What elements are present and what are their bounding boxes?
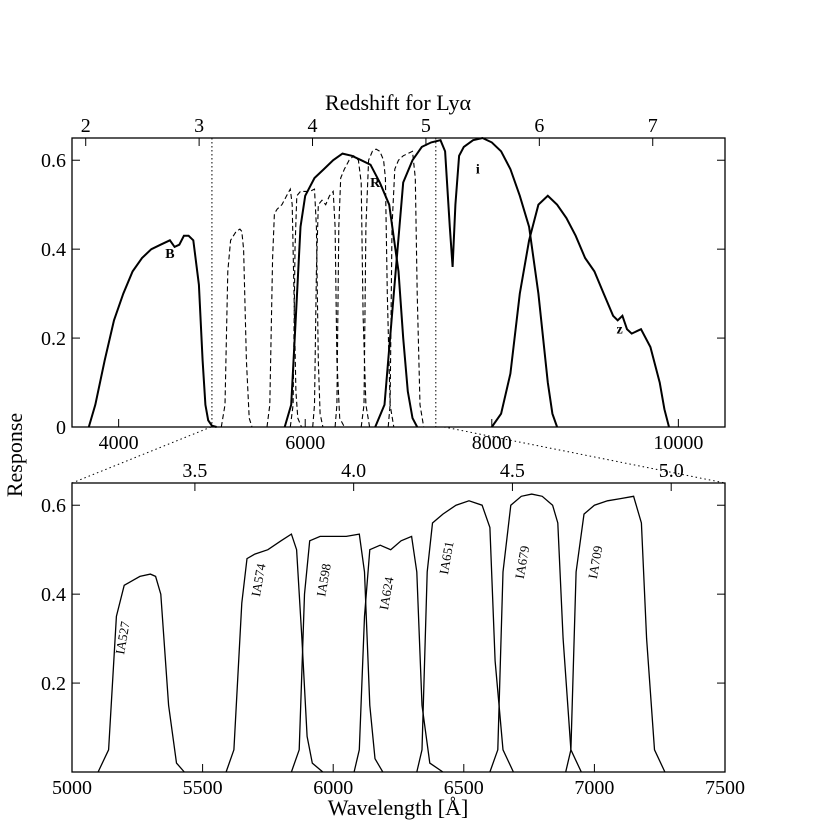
filter-curve-i	[374, 136, 559, 428]
filter-curve-B	[87, 234, 217, 428]
top-axis-label: Redshift for Lyα	[325, 90, 471, 115]
top-plot-area: 4000 6000 8000 10000 0 0.2 0.4 0.6 2 3 4 5 6 7 B Ri z	[41, 115, 725, 454]
ia-dashed-curve	[360, 148, 395, 428]
y-tick-label: 0.6	[41, 150, 66, 172]
filter-label-R: R	[370, 176, 381, 191]
x-tick-label: 4000	[99, 432, 139, 454]
redshift-tick-label: 5.0	[659, 460, 684, 482]
y-axis-label: Response	[2, 413, 27, 497]
filter-curve-z	[490, 194, 670, 428]
y-tick-label: 0.4	[41, 239, 66, 261]
bottom-panel-frame	[71, 482, 726, 773]
top-panel-frame	[71, 137, 726, 428]
filter-curve-IA574	[225, 533, 324, 773]
x-tick-label: 7500	[705, 777, 745, 799]
filter-curve-IA709	[565, 495, 666, 773]
filter-label-B: B	[165, 247, 174, 262]
filter-label-IA679: IA679	[512, 545, 533, 580]
redshift-tick-label: 3.5	[182, 460, 207, 482]
x-axis-label: Wavelength [Å]	[328, 795, 469, 820]
ia-dashed-curve	[387, 150, 425, 428]
filter-curve-IA598	[290, 533, 384, 773]
redshift-tick-label: 2	[81, 115, 91, 137]
y-tick-label: 0.2	[41, 328, 66, 350]
filter-label-IA598: IA598	[313, 562, 334, 597]
filter-label-IA574: IA574	[248, 562, 269, 598]
x-tick-label: 6500	[444, 777, 484, 799]
x-tick-label: 10000	[653, 432, 703, 454]
x-tick-label: 7000	[574, 777, 614, 799]
redshift-tick-label: 4	[308, 115, 318, 137]
filter-label-IA709: IA709	[585, 545, 606, 580]
x-tick-label: 5000	[52, 777, 92, 799]
x-tick-label: 6000	[285, 432, 325, 454]
y-tick-label: 0	[56, 417, 66, 439]
filter-curve-IA679	[489, 493, 582, 773]
filter-label-IA527: IA527	[112, 620, 133, 656]
ia-dashed-curve	[220, 228, 253, 428]
redshift-tick-label: 6	[534, 115, 544, 137]
redshift-tick-label: 4.5	[500, 460, 525, 482]
filter-curve-IA651	[416, 500, 514, 773]
zoom-connector-right	[443, 426, 726, 484]
redshift-tick-label: 4.0	[341, 460, 366, 482]
bottom-plot-area: 5000 5500 6000 6500 7000 7500 0.2 0.4 0.6 3.5 4.0 4…	[41, 460, 745, 799]
filter-label-IA651: IA651	[436, 540, 457, 575]
x-tick-label: 8000	[472, 432, 512, 454]
x-tick-label: 5500	[183, 777, 223, 799]
filter-curve-IA527	[97, 573, 185, 773]
ia-dashed-curve	[266, 187, 303, 428]
filter-label-i: i	[476, 163, 480, 178]
y-tick-label: 0.6	[41, 495, 66, 517]
redshift-tick-label: 3	[194, 115, 204, 137]
y-tick-label: 0.2	[41, 673, 66, 695]
x-tick-label: 6000	[313, 777, 353, 799]
filter-label-z: z	[616, 323, 622, 338]
filter-curve-R	[283, 152, 419, 428]
filter-label-IA624: IA624	[376, 575, 397, 611]
ia-dashed-curve	[334, 155, 371, 428]
redshift-tick-label: 7	[648, 115, 658, 137]
y-tick-label: 0.4	[41, 584, 66, 606]
redshift-tick-label: 5	[421, 115, 431, 137]
